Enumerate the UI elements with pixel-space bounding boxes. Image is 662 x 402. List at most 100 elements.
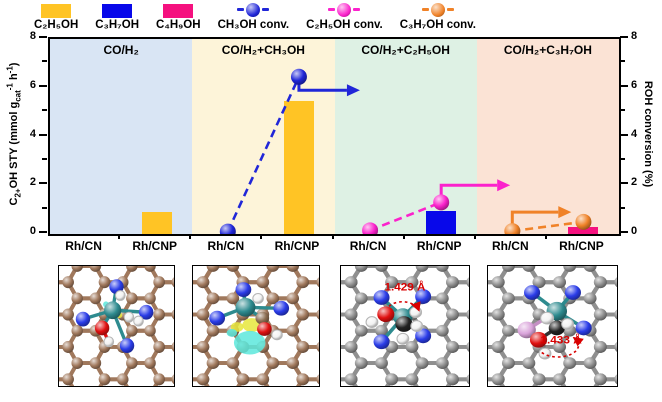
bond-length-arc <box>388 301 421 312</box>
atom-N <box>415 289 432 304</box>
legend-dash-icon <box>421 8 429 11</box>
axis-tick <box>39 84 47 87</box>
category-label: Rh/CN <box>491 239 529 253</box>
axis-tick <box>620 182 628 185</box>
isosurface-blob <box>242 318 262 332</box>
right-tick-label: 4 <box>631 127 638 140</box>
axis-tick <box>620 109 625 112</box>
legend-swatch <box>41 4 72 18</box>
conversion-arrow-line <box>439 183 498 203</box>
isosurface-blob <box>226 328 238 337</box>
category-label: Rh/CN <box>207 239 245 253</box>
left-tick-label: 8 <box>29 30 36 42</box>
region-band <box>50 39 193 234</box>
legend-dash-icon <box>328 8 336 11</box>
bar-C₂H₅OH <box>141 212 172 234</box>
region-label: CO/H₂+C₃H₇OH <box>503 43 592 57</box>
atom-N <box>209 310 226 326</box>
atom-O <box>257 322 272 336</box>
rh-cn-co-h2-structure <box>58 265 175 387</box>
bottom-axis-tick <box>260 234 263 239</box>
bond-length-arc <box>541 336 584 358</box>
conversion-marker <box>290 68 307 85</box>
atom-H <box>123 311 135 323</box>
axis-tick <box>620 206 625 209</box>
right-axis-label: ROH conversion (%) <box>642 80 654 188</box>
bottom-axis-tick <box>402 234 405 239</box>
atom-N <box>139 304 154 320</box>
atom-O <box>94 320 110 336</box>
atom-H <box>271 329 283 341</box>
conversion-marker <box>575 213 592 230</box>
atom-N <box>273 300 290 316</box>
category-label: Rh/CNP <box>559 239 604 253</box>
axis-tick <box>39 36 47 38</box>
atom-C <box>395 316 413 332</box>
atom-N <box>575 320 592 336</box>
region-band <box>334 39 477 234</box>
atom-H <box>115 290 126 301</box>
legend-marker <box>421 1 454 18</box>
bond-length-label: 1.433 Å <box>540 334 581 346</box>
conversion-marker <box>504 223 521 234</box>
atom-H <box>252 293 264 304</box>
legend-item: C₄H₉OH <box>156 1 201 31</box>
legend-label: C₂H₅OH conv. <box>306 19 383 31</box>
axis-tick <box>39 133 47 136</box>
plot-area: CO/H₂ CO/H₂+CH₃OH CO/H₂+C₂H₅OH CO/H₂+C₃H₇OH <box>48 37 621 236</box>
axis-tick <box>39 182 47 185</box>
legend-item: C₃H₇OH conv. <box>400 1 476 31</box>
legend-swatch <box>102 4 133 18</box>
category-label: Rh/CN <box>349 239 387 253</box>
atom-N <box>75 311 91 327</box>
bar-C₄H₉OH <box>568 226 599 234</box>
atom-N <box>235 282 252 297</box>
conversion-marker <box>362 222 379 234</box>
conversion-dashed-line <box>369 201 442 232</box>
atom-N <box>415 328 432 344</box>
atom-O <box>377 306 395 323</box>
legend-item: C₂H₅OH conv. <box>306 1 383 31</box>
legend-label: C₃H₇OH conv. <box>399 19 476 31</box>
legend: C₂H₅OH C₃H₇OH C₄H₉OH CH₃OH conv. C₂H₅OH conv… <box>34 1 476 31</box>
atom-N <box>564 285 581 300</box>
region-label: CO/H₂ <box>103 43 139 57</box>
isosurface-blob <box>233 330 266 355</box>
atom-H <box>538 347 552 360</box>
conversion-dashed-line <box>512 220 584 233</box>
bottom-axis-tick <box>544 234 547 239</box>
category-label: Rh/CN <box>65 239 102 253</box>
legend-dash-icon <box>262 8 270 11</box>
axis-tick <box>620 84 628 87</box>
bottom-axis-tick <box>189 234 192 239</box>
legend-sphere-icon <box>337 2 352 17</box>
axis-tick <box>620 133 628 136</box>
atom-H <box>365 316 379 328</box>
conversion-dashed-line <box>226 76 301 233</box>
left-tick-label: 2 <box>29 176 36 189</box>
atom-N <box>373 290 390 305</box>
region-band <box>476 39 619 234</box>
atom-H <box>540 311 555 325</box>
legend-dash-icon <box>446 8 454 11</box>
axis-tick <box>42 60 47 63</box>
rh-cnp-methanol-structure: 1.433 Å <box>487 265 618 387</box>
legend-dash-icon <box>237 8 245 11</box>
arrow-head-icon <box>558 206 572 219</box>
chart-overlay <box>219 68 592 234</box>
right-tick-label: 2 <box>631 176 638 189</box>
atom-H <box>133 315 144 327</box>
bond-length-label: 1.429 Å <box>384 281 425 293</box>
legend-sphere-icon <box>246 2 261 17</box>
atom-N <box>373 334 390 350</box>
molecular-structure-image <box>59 266 174 386</box>
region-label: CO/H₂+CH₃OH <box>221 43 305 57</box>
atom-N <box>119 338 135 354</box>
molecular-structure-image <box>193 266 319 386</box>
legend-label: C₂H₅OH <box>34 19 79 31</box>
legend-item: C₃H₇OH <box>95 1 139 31</box>
arrow-head-icon <box>497 179 511 192</box>
atom-O <box>529 331 548 348</box>
atom-N <box>524 285 541 300</box>
